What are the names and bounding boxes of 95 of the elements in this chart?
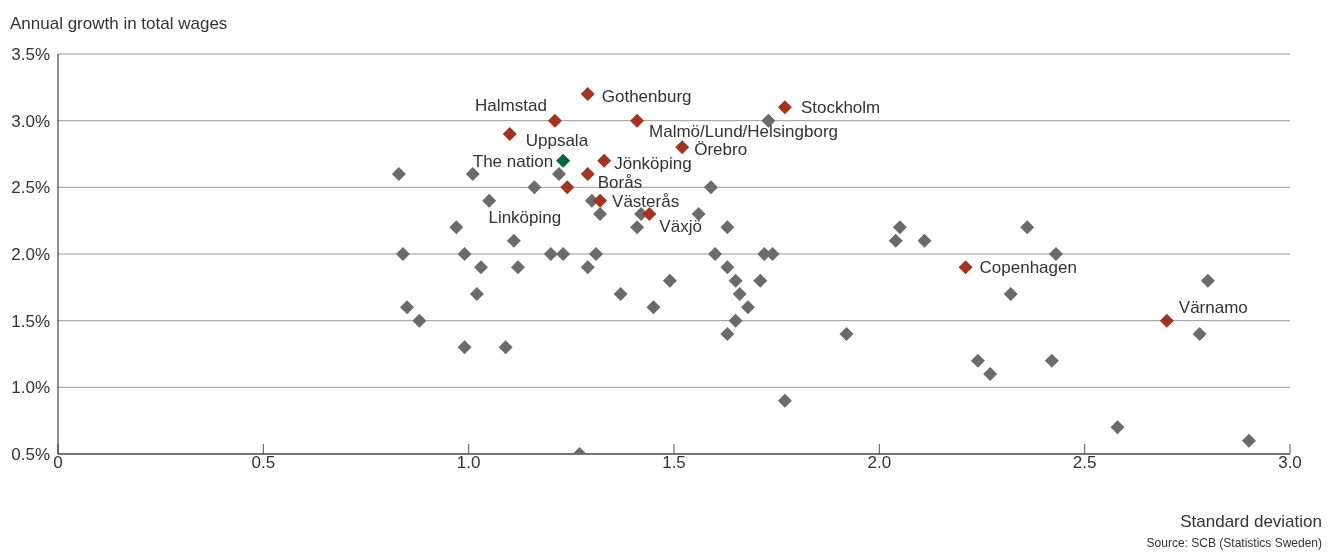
point <box>588 247 603 261</box>
point <box>720 260 735 275</box>
point <box>449 220 464 235</box>
y-tick-label: 1.0% <box>11 378 50 398</box>
point <box>1192 327 1207 341</box>
point <box>630 220 645 235</box>
point <box>720 327 735 341</box>
x-axis-title: Standard deviation <box>1180 512 1322 532</box>
point <box>510 260 525 275</box>
point <box>469 287 484 301</box>
point <box>552 167 567 181</box>
annotation: Uppsala <box>525 131 589 150</box>
y-tick-label: 3.0% <box>11 111 50 131</box>
y-tick-label: 2.0% <box>11 245 50 265</box>
annotation: Västerås <box>612 191 680 211</box>
point <box>1200 273 1215 288</box>
point <box>1020 220 1035 235</box>
point <box>1044 353 1059 368</box>
point <box>457 247 472 261</box>
annotation: Borås <box>597 173 643 192</box>
point <box>892 220 907 235</box>
point <box>593 207 608 221</box>
point <box>839 327 854 341</box>
point <box>662 273 677 288</box>
point <box>983 367 998 381</box>
point <box>527 180 542 195</box>
annotation: Örebro <box>694 140 748 160</box>
point <box>498 340 513 355</box>
point <box>560 180 575 195</box>
annotation: Jönköping <box>614 153 692 173</box>
annotation: Värnamo <box>1178 297 1248 317</box>
point <box>391 167 406 181</box>
point <box>580 87 595 101</box>
x-tick-label: 2.5 <box>1072 453 1097 473</box>
point <box>753 273 768 288</box>
point <box>708 247 723 261</box>
point <box>613 287 628 301</box>
y-axis-title: Annual growth in total wages <box>10 14 228 34</box>
point <box>646 300 661 315</box>
point <box>457 340 472 355</box>
annotation: Växjö <box>659 217 702 236</box>
point <box>732 287 747 301</box>
y-tick-label: 2.5% <box>11 178 50 198</box>
y-tick-label: 1.5% <box>11 311 50 331</box>
annotation: The nation <box>472 151 554 171</box>
point <box>777 393 792 408</box>
point <box>1159 313 1174 328</box>
point <box>958 260 973 275</box>
point <box>506 233 521 248</box>
point <box>1110 420 1125 435</box>
x-tick-label: 0 <box>53 453 63 473</box>
point <box>395 247 410 261</box>
point <box>720 220 735 235</box>
point <box>691 207 706 221</box>
point <box>543 247 558 261</box>
y-tick-label: 0.5% <box>11 445 50 465</box>
point <box>728 273 743 288</box>
x-tick-label: 1.0 <box>456 453 481 473</box>
point <box>593 193 608 208</box>
point <box>740 300 755 315</box>
point <box>556 247 571 261</box>
point <box>970 353 985 368</box>
point <box>1048 247 1063 261</box>
point <box>473 260 488 275</box>
x-tick-label: 0.5 <box>251 453 276 473</box>
point <box>703 180 718 195</box>
point <box>556 153 571 168</box>
point <box>642 207 657 221</box>
x-tick-label: 2.0 <box>867 453 892 473</box>
annotation: Copenhagen <box>979 258 1077 278</box>
point <box>482 193 497 208</box>
annotation: Gothenburg <box>601 87 692 106</box>
point <box>465 167 480 181</box>
point <box>1241 433 1256 448</box>
point <box>1003 287 1018 301</box>
point <box>630 113 645 128</box>
annotation: Halmstad <box>475 95 547 115</box>
annotation: Linköping <box>488 208 562 228</box>
annotation: Malmö/Lund/Helsingborg <box>649 121 839 141</box>
point <box>777 100 792 115</box>
x-tick-label: 3.0 <box>1278 453 1302 473</box>
x-tick-label: 1.5 <box>662 453 686 473</box>
point <box>728 313 743 328</box>
point <box>502 127 517 141</box>
point <box>547 113 562 128</box>
point <box>580 260 595 275</box>
point <box>917 233 932 248</box>
point <box>580 167 595 181</box>
point <box>412 313 427 328</box>
point <box>597 153 612 168</box>
point <box>400 300 415 315</box>
point <box>888 233 903 248</box>
annotation: Stockholm <box>800 98 881 118</box>
y-tick-label: 3.5% <box>11 45 50 65</box>
source-note: Source: SCB (Statistics Sweden) <box>1146 536 1322 550</box>
